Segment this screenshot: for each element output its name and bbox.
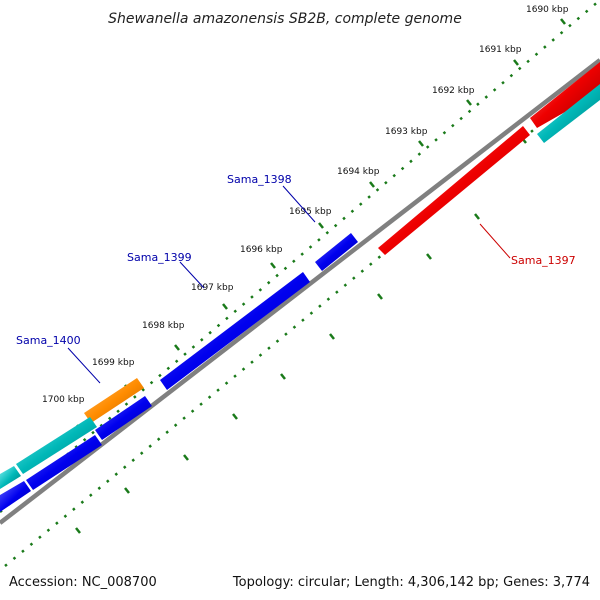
leader-sama-1399 [179, 261, 205, 289]
genome-backbone [0, 58, 600, 525]
tick-label-1691: 1691 kbp [479, 45, 522, 55]
genome-summary-text: Topology: circular; Length: 4,306,142 bp… [232, 575, 590, 590]
gene-teal-left[interactable] [16, 417, 97, 474]
tick-label-1694: 1694 kbp [337, 167, 380, 177]
gene-teal-right[interactable] [537, 84, 600, 143]
label-sama-1400[interactable]: Sama_1400 [16, 334, 81, 347]
label-sama-1399[interactable]: Sama_1399 [127, 251, 192, 264]
gene-sama-1399[interactable] [160, 272, 310, 390]
tick-label-1690: 1690 kbp [526, 5, 569, 15]
inner-major-ticks [75, 99, 574, 534]
leader-sama-1400 [67, 347, 101, 384]
tick-label-1700: 1700 kbp [42, 395, 85, 405]
tick-label-1692: 1692 kbp [432, 86, 475, 96]
tick-label-1696: 1696 kbp [240, 245, 283, 255]
tick-label-1695: 1695 kbp [289, 207, 332, 217]
tick-label-1697: 1697 kbp [191, 283, 234, 293]
tick-label-1698: 1698 kbp [142, 321, 185, 331]
gene-blue-short[interactable] [95, 396, 152, 440]
label-sama-1397[interactable]: Sama_1397 [511, 254, 576, 267]
map-title: Shewanella amazonensis SB2B, complete ge… [108, 11, 462, 27]
gene-blue-near-1398[interactable] [315, 233, 358, 271]
gene-orange-sama-1400[interactable] [84, 378, 144, 423]
leader-sama-1397 [479, 223, 511, 259]
inner-tick-track [4, 74, 600, 567]
label-sama-1398[interactable]: Sama_1398 [227, 173, 292, 186]
gene-blue-edge[interactable] [0, 481, 31, 512]
gene-sama-1397[interactable] [378, 126, 530, 255]
leader-sama-1398 [282, 185, 316, 223]
gene-red-upper-right[interactable] [530, 62, 600, 128]
accession-text: Accession: NC_008700 [9, 575, 157, 590]
outer-tick-track [0, 0, 600, 513]
gene-teal-edge[interactable] [0, 466, 21, 489]
tick-label-1699: 1699 kbp [92, 358, 135, 368]
gene-blue-left[interactable] [26, 435, 102, 490]
outer-major-ticks [76, 18, 566, 431]
tick-label-1693: 1693 kbp [385, 127, 428, 137]
